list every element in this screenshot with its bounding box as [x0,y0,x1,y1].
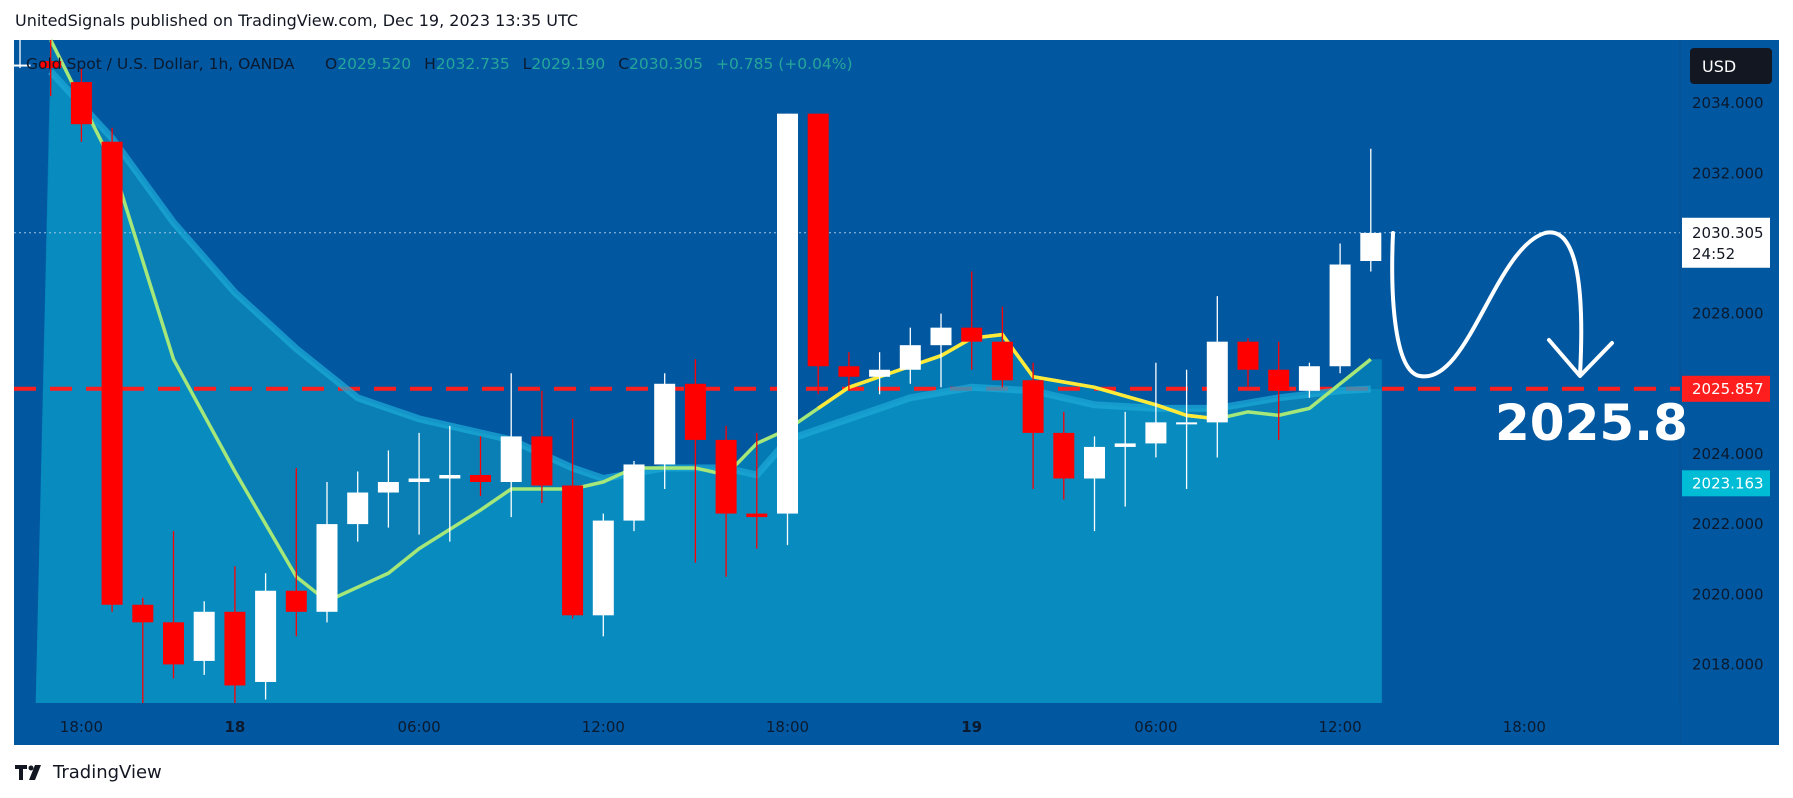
price-tick-label: 2018.000 [1692,655,1764,673]
candle-body[interactable] [70,82,92,125]
legend-close-label: C [618,55,629,73]
candle-body[interactable] [316,524,338,612]
legend-ohlc: O2029.520 H2032.735 L2029.190 C2030.305 … [325,55,853,73]
target-annotation-text[interactable]: 2025.8 [1495,394,1688,452]
time-tick-label: 06:00 [397,718,440,736]
candle-body[interactable] [193,611,215,661]
price-axis[interactable]: 2018.000 2020.000 2022.000 2024.000 2028.000… [1692,94,1764,673]
ema-price-badge [1682,470,1770,497]
candle-body[interactable] [777,113,798,514]
candle-body[interactable] [255,590,277,682]
tradingview-brand-text: TradingView [53,762,162,783]
legend-high-value: 2032.735 [436,55,510,73]
tradingview-logo-icon [15,764,41,780]
candle-body[interactable] [1298,366,1320,391]
price-tick-label: 2028.000 [1692,305,1764,323]
time-tick-label: 18 [224,718,245,736]
time-tick-label: 06:00 [1134,718,1177,736]
candle-body[interactable] [1360,232,1382,261]
currency-button-label[interactable]: USD [1702,57,1736,76]
candle-body[interactable] [500,436,522,482]
candle-body[interactable] [1145,422,1167,444]
legend-symbol: Gold Spot / U.S. Dollar, 1h, OANDA [26,55,295,73]
candle-body[interactable] [1206,341,1228,423]
candle-body[interactable] [163,622,184,665]
candle-body[interactable] [562,485,584,616]
price-tick-label: 2022.000 [1692,515,1764,533]
candle-body[interactable] [869,369,891,377]
legend-low-label: L [523,55,532,73]
candle-body[interactable] [715,439,737,514]
candle-body[interactable] [1053,432,1075,479]
fast-ma-area [35,40,1382,703]
candle-body[interactable] [1084,446,1105,479]
candle-body[interactable] [961,327,983,342]
tradingview-logo[interactable]: TradingView [15,762,162,783]
legend-open-label: O [325,55,337,73]
last-price-label: 2030.305 [1692,224,1764,242]
time-tick-label: 12:00 [582,718,625,736]
price-tick-label: 2032.000 [1692,164,1764,182]
candle-body[interactable] [377,482,399,493]
candle-body[interactable] [285,590,307,612]
currency-button[interactable] [1690,48,1772,84]
candle-body[interactable] [746,513,768,518]
candle-body[interactable] [1329,264,1351,367]
time-tick-label: 18:00 [60,718,103,736]
time-axis-panel [14,703,1680,745]
candle-body[interactable] [930,327,952,346]
price-tick-label: 2034.000 [1692,94,1764,112]
time-axis[interactable]: 18:00 18 06:00 12:00 18:00 19 06:00 12:00 18:00 [60,718,1546,736]
candle-body[interactable] [684,383,706,440]
candle-body[interactable] [9,64,31,67]
time-tick-label: 18:00 [1503,718,1546,736]
forecast-arrowhead-icon [1547,338,1614,378]
time-tick-label: 12:00 [1318,718,1361,736]
candle-body[interactable] [623,464,645,521]
candle-body[interactable] [838,366,860,377]
candle-body[interactable] [101,141,123,605]
candles-group [9,40,1382,703]
last-price-badge [1682,217,1770,268]
candle-body[interactable] [224,611,246,686]
legend-change-value: +0.785 (+0.04%) [716,55,853,73]
candle-body[interactable] [1176,422,1198,425]
candle-body[interactable] [408,478,430,482]
legend-high-label: H [424,55,436,73]
time-tick-label: 19 [961,718,982,736]
candle-body[interactable] [1268,369,1290,391]
candle-body[interactable] [439,474,461,479]
candle-body[interactable] [531,436,553,486]
level-price-label: 2025.857 [1692,380,1764,398]
forecast-arrow-path [1390,230,1584,379]
candle-body[interactable] [470,474,491,482]
publisher-header: UnitedSignals published on TradingView.c… [15,11,578,30]
candle-body[interactable] [899,345,921,370]
level-price-badge [1682,375,1770,402]
candle-body[interactable] [1114,443,1136,447]
legend[interactable]: Gold Spot / U.S. Dollar, 1h, OANDA O2029… [26,55,853,73]
time-tick-label: 18:00 [766,718,809,736]
legend-open-value: 2029.520 [337,55,411,73]
legend-low-value: 2029.190 [531,55,605,73]
countdown-label: 24:52 [1692,245,1735,263]
legend-close-value: 2030.305 [629,55,703,73]
candle-body[interactable] [40,61,62,69]
candle-body[interactable] [654,383,676,465]
price-tick-label: 2020.000 [1692,585,1764,603]
candle-body[interactable] [592,520,614,616]
candle-body[interactable] [132,604,154,623]
candle-body[interactable] [807,113,829,367]
candle-body[interactable] [1237,341,1259,370]
candle-body[interactable] [991,341,1013,381]
candle-body[interactable] [347,492,369,525]
price-tick-label: 2024.000 [1692,445,1764,463]
ema-price-label: 2023.163 [1692,474,1764,492]
candle-body[interactable] [1022,380,1044,433]
